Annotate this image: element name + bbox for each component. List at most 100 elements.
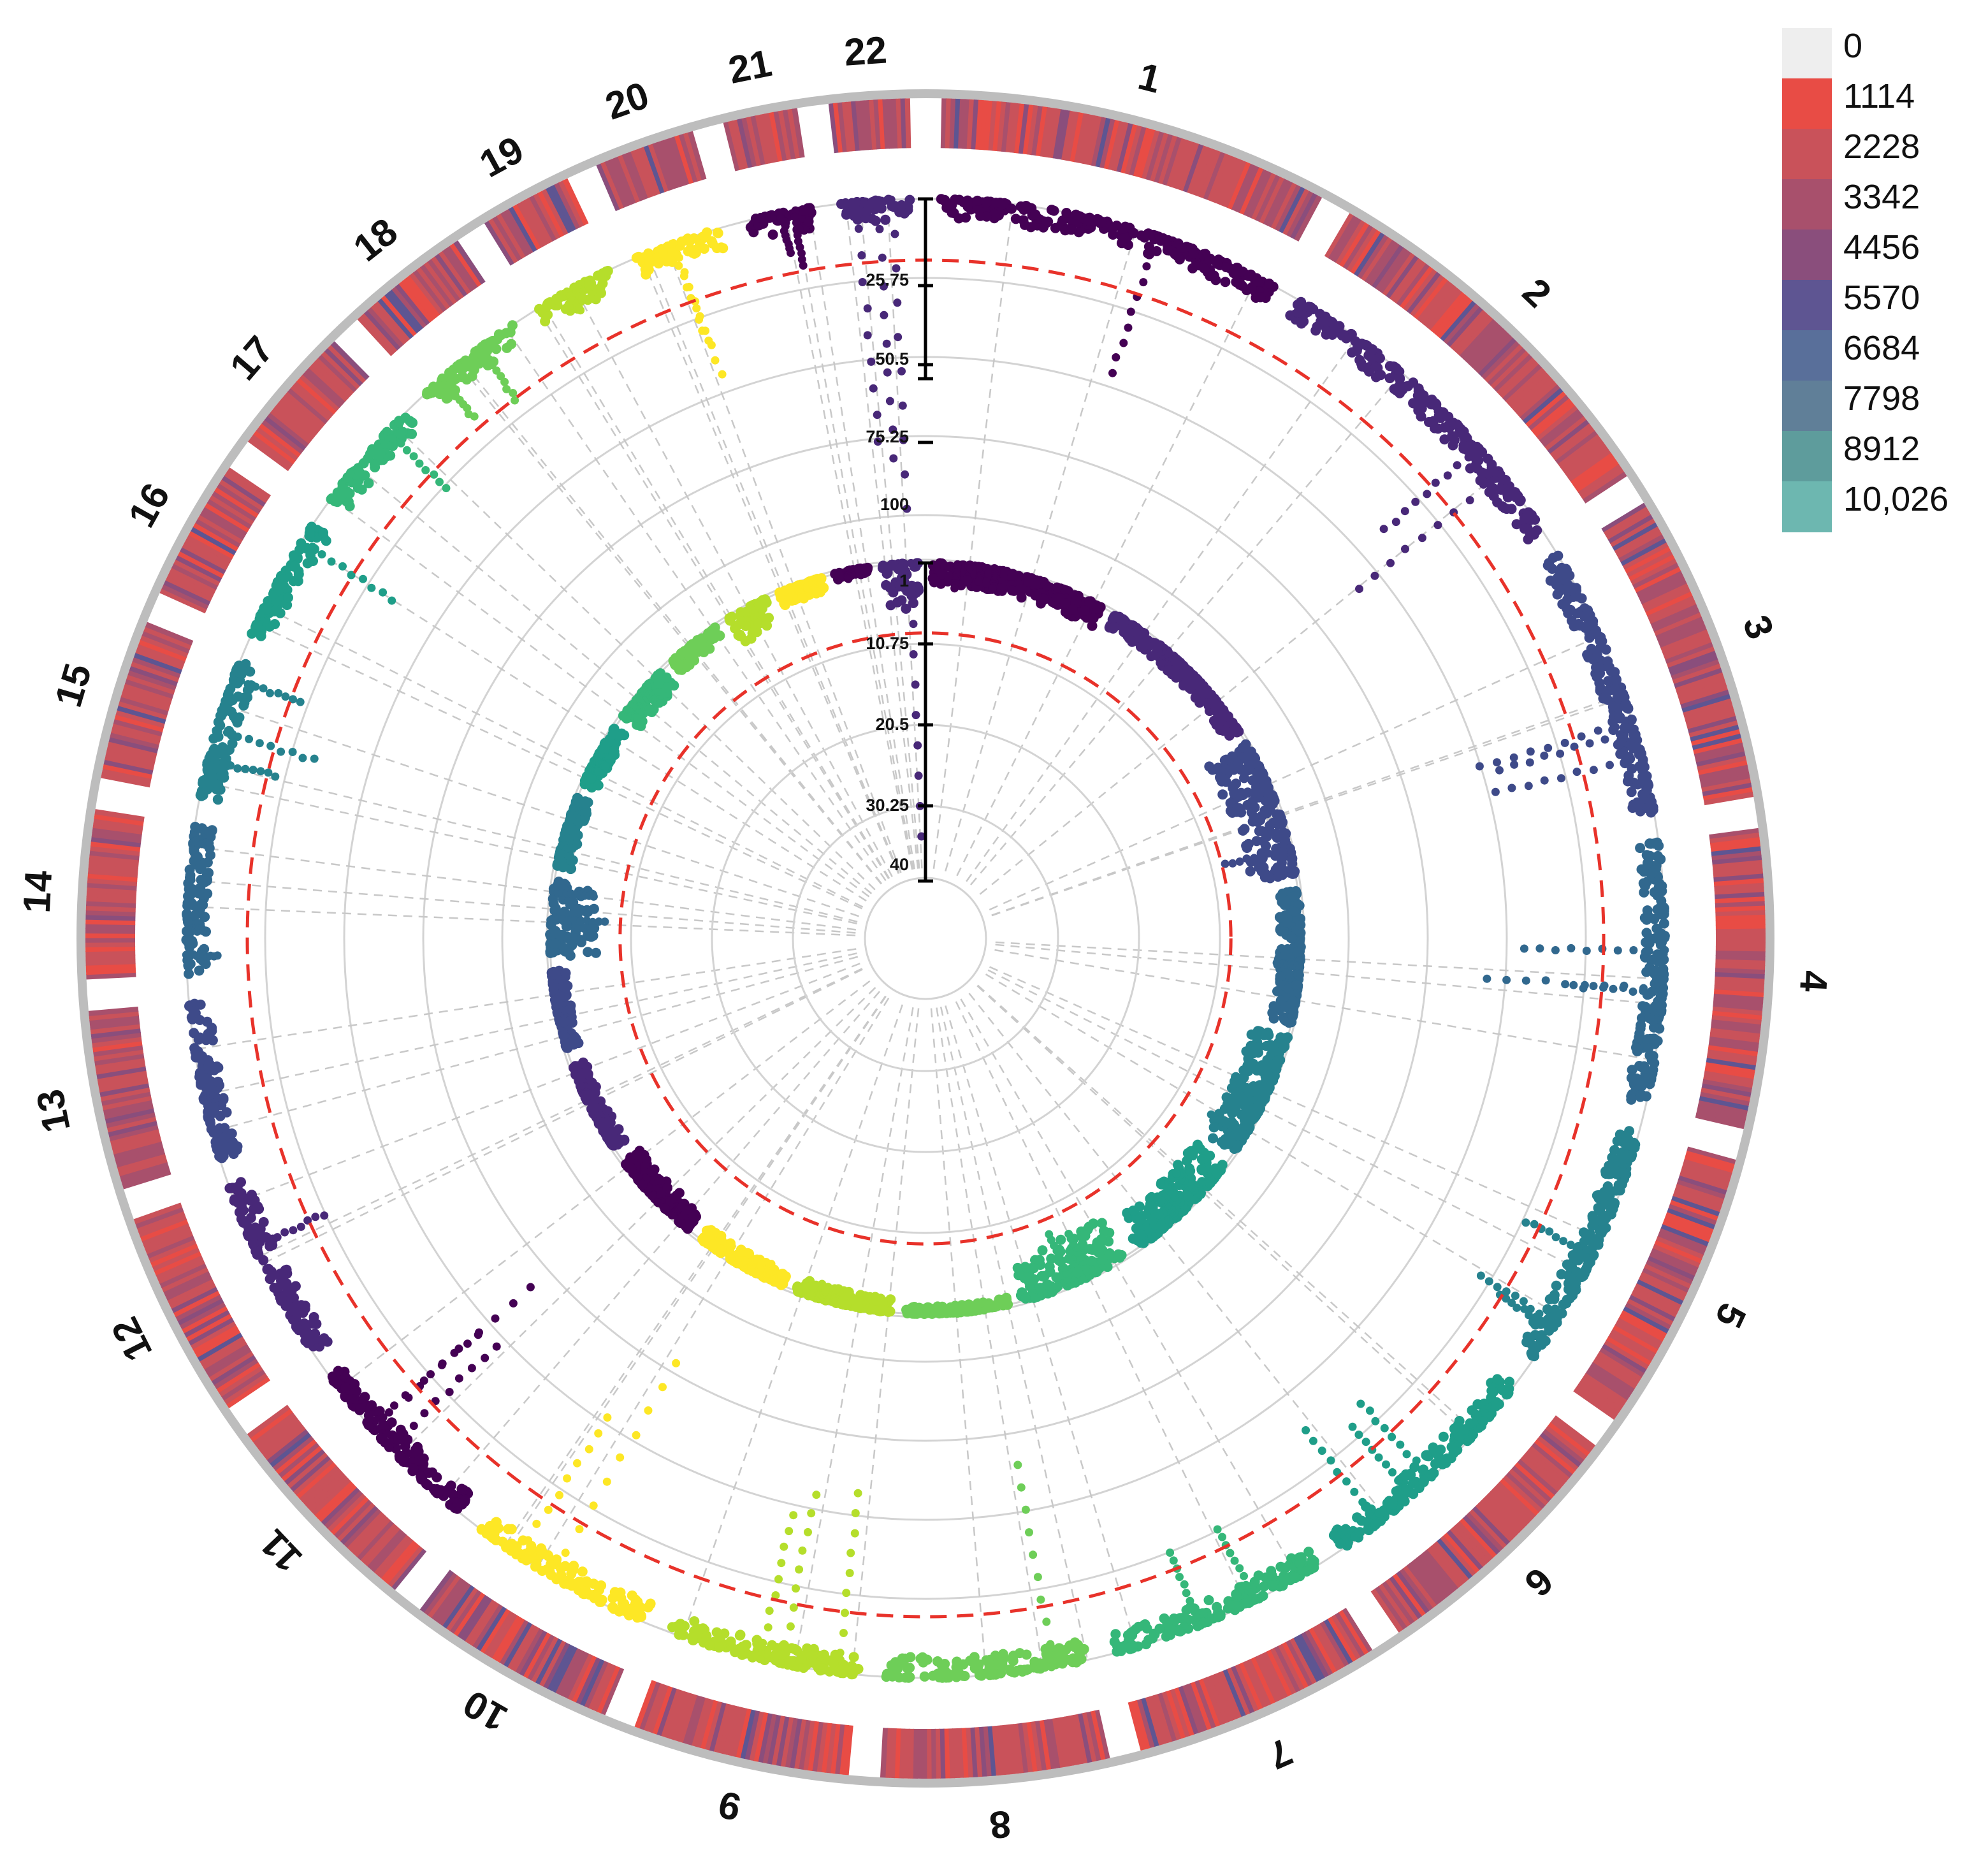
density-bin xyxy=(1133,128,1152,177)
density-bin xyxy=(1406,272,1442,315)
density-bin xyxy=(1572,456,1617,490)
density-bin xyxy=(177,550,224,578)
snp-point xyxy=(869,384,878,393)
snp-point xyxy=(1577,732,1586,741)
radial-guide-line xyxy=(188,879,856,934)
density-bin xyxy=(150,1243,198,1267)
density-bin xyxy=(1090,1710,1106,1761)
density-bin xyxy=(104,1104,154,1119)
snp-point xyxy=(1154,232,1163,241)
snp-point xyxy=(1639,887,1650,898)
density-bin xyxy=(1099,119,1116,169)
snp-point xyxy=(183,878,194,889)
density-bin xyxy=(792,108,805,158)
snp-point xyxy=(1396,1440,1405,1449)
snp-point xyxy=(1541,976,1550,985)
density-bin xyxy=(308,364,349,402)
snp-point xyxy=(208,733,219,744)
density-bin xyxy=(88,1007,139,1017)
density-bin xyxy=(384,1542,420,1584)
snp-point xyxy=(632,1431,641,1439)
density-bin xyxy=(1191,147,1213,196)
density-bin xyxy=(89,859,139,870)
density-bin xyxy=(1487,347,1527,386)
snp-point xyxy=(1636,864,1647,875)
density-bin xyxy=(112,723,162,741)
density-bin xyxy=(468,1601,500,1647)
density-bin xyxy=(652,142,674,191)
density-bin xyxy=(88,864,138,873)
density-bin xyxy=(687,131,707,180)
snp-point xyxy=(1532,1313,1541,1322)
density-bin xyxy=(678,133,699,183)
snp-point xyxy=(853,198,862,207)
snp-point xyxy=(492,1342,501,1351)
density-bin xyxy=(648,143,669,193)
density-bin xyxy=(464,1599,496,1644)
density-bin xyxy=(91,1028,141,1039)
snp-point xyxy=(454,1345,463,1353)
density-bin xyxy=(333,1499,372,1538)
snp-point xyxy=(1295,1557,1305,1568)
snp-point xyxy=(1281,1563,1291,1573)
snp-point xyxy=(1519,1297,1528,1306)
density-bin xyxy=(787,108,801,159)
density-bin xyxy=(1632,1287,1680,1314)
density-bin xyxy=(202,506,248,537)
density-bin xyxy=(1496,1481,1536,1520)
density-bin xyxy=(521,199,549,246)
density-bin xyxy=(1505,367,1546,405)
radial-guide-line xyxy=(845,203,919,869)
snp-point xyxy=(379,588,388,597)
density-bin xyxy=(442,248,475,292)
snp-point xyxy=(1126,307,1135,316)
snp-point xyxy=(1570,1281,1581,1292)
density-bin xyxy=(1496,357,1536,396)
snp-point xyxy=(555,1563,566,1573)
snp-point xyxy=(236,664,247,675)
density-bin xyxy=(1038,1720,1052,1770)
snp-point xyxy=(841,1608,849,1617)
snp-point xyxy=(1606,761,1614,769)
snp-point xyxy=(1526,747,1535,756)
density-bin xyxy=(140,634,189,658)
snp-point xyxy=(509,389,518,397)
snp-point xyxy=(1046,1640,1055,1649)
radial-guide-line xyxy=(542,305,890,879)
snp-point xyxy=(228,675,237,684)
density-bin xyxy=(1182,1684,1203,1733)
snp-point xyxy=(839,1629,848,1637)
density-bin xyxy=(456,1594,489,1639)
snp-point xyxy=(1659,931,1670,941)
snp-point xyxy=(1395,373,1405,383)
density-bin xyxy=(583,1660,609,1709)
density-bin xyxy=(1522,388,1564,425)
snp-point xyxy=(1025,1528,1033,1537)
density-bin xyxy=(279,398,321,434)
density-bin xyxy=(1182,143,1205,193)
snp-point xyxy=(1653,882,1664,893)
snp-point xyxy=(1264,278,1275,289)
density-bin xyxy=(286,1452,328,1489)
density-bin xyxy=(974,1727,983,1777)
snp-point xyxy=(506,339,517,349)
radial-guide-line xyxy=(504,995,887,1547)
snp-point xyxy=(982,211,992,222)
density-bin xyxy=(192,522,239,551)
density-bin xyxy=(1277,1643,1305,1691)
density-bin xyxy=(125,678,174,699)
density-bin xyxy=(1676,676,1725,697)
radial-guide-line xyxy=(187,905,856,936)
density-bin xyxy=(1568,449,1612,483)
density-bin xyxy=(820,1723,832,1773)
density-bin xyxy=(1573,1387,1617,1420)
density-bin xyxy=(1580,1376,1625,1409)
density-bin xyxy=(1530,398,1573,435)
snp-point xyxy=(224,745,235,755)
snp-point xyxy=(1657,966,1667,977)
density-bin xyxy=(717,1704,735,1754)
radial-guide-line xyxy=(808,208,915,870)
snp-point xyxy=(984,1659,995,1670)
density-bin xyxy=(1715,919,1766,926)
snp-point xyxy=(1231,266,1242,277)
